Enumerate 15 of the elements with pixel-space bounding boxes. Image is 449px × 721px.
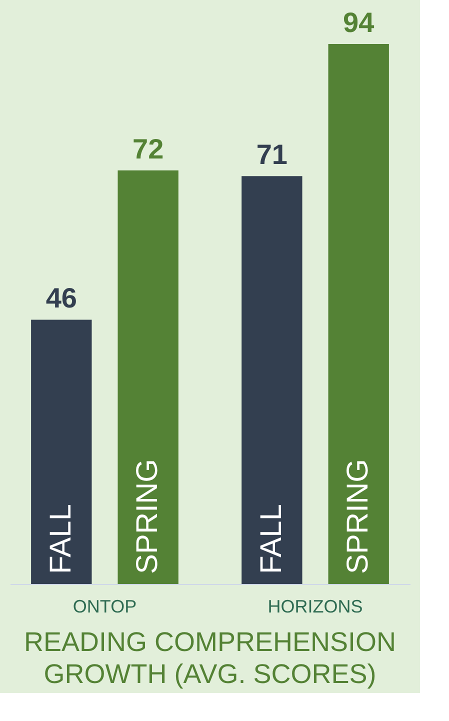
- data-label: 71: [256, 139, 288, 170]
- data-label: 72: [132, 133, 164, 164]
- series-label: FALL: [44, 504, 78, 574]
- x-tick-label: HORIZONS: [268, 596, 363, 616]
- data-label: 46: [46, 282, 77, 314]
- text: READING COMPREHENSION GROWTH (AVG. SCORES): [24, 627, 396, 689]
- text: FALL: [254, 504, 288, 574]
- series-label: SPRING: [131, 458, 164, 574]
- bar: [328, 44, 389, 584]
- bar: [31, 320, 92, 584]
- text: SPRING: [342, 458, 375, 574]
- bar: [242, 176, 302, 584]
- x-tick-label: ONTOP: [72, 596, 137, 616]
- bar: [118, 170, 178, 584]
- data-label: 94: [343, 7, 375, 38]
